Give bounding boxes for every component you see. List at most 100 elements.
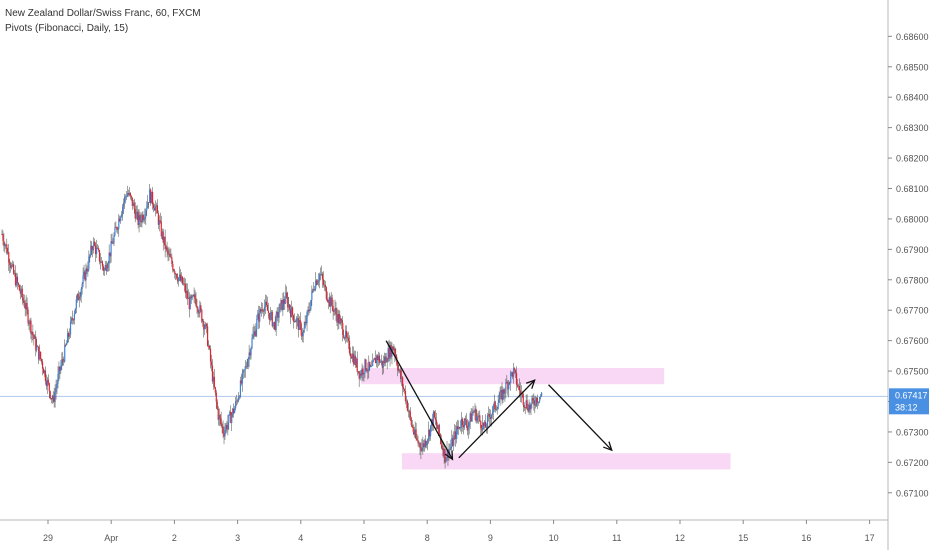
candle-body — [370, 366, 372, 368]
candle-body — [8, 251, 10, 263]
candle-body — [283, 299, 285, 304]
candle-body — [507, 382, 509, 390]
candle-body — [114, 227, 116, 236]
candle-body — [442, 448, 444, 456]
candle-body — [85, 268, 87, 281]
candle-body — [342, 322, 344, 335]
candle-body — [111, 241, 113, 244]
time-tick-label: 29 — [43, 533, 53, 543]
candle-body — [263, 306, 266, 312]
candle-body — [100, 261, 103, 263]
candle-body — [13, 273, 16, 274]
price-tick-label: 0.67900 — [896, 245, 929, 255]
time-axis[interactable]: 29 Apr 2 3 4 5 8 9 10 11 12 15 16 17 — [0, 519, 888, 543]
candle-body — [36, 346, 38, 351]
candle-body — [339, 318, 341, 324]
candle-body — [171, 257, 173, 264]
candle-body — [457, 426, 459, 429]
candle-body — [250, 347, 252, 356]
candle-body — [9, 262, 11, 266]
candle-body — [127, 193, 130, 195]
candle-body — [255, 329, 257, 336]
candle-body — [372, 360, 374, 367]
candle-body — [444, 448, 446, 463]
candle-body — [297, 318, 299, 330]
candle-body — [136, 211, 138, 213]
candle-body — [334, 308, 336, 310]
price-tag-countdown: 38:12 — [895, 402, 918, 412]
candle-body — [429, 429, 431, 437]
candle-body — [306, 311, 308, 324]
candle-body — [195, 298, 197, 307]
candle-body — [262, 309, 264, 311]
candle-body — [387, 348, 389, 362]
time-tick-label: Apr — [104, 533, 118, 543]
candle-body — [432, 411, 435, 426]
time-tick-label: 15 — [738, 533, 748, 543]
candle-body — [358, 371, 360, 379]
candle-body — [215, 392, 217, 402]
candle-body — [50, 398, 52, 399]
candle-body — [256, 318, 258, 330]
candle-body — [52, 395, 54, 400]
candle-body — [513, 368, 515, 377]
candle-body — [459, 427, 462, 429]
price-axis[interactable]: 0.671000.672000.673000.674000.675000.676… — [887, 0, 929, 550]
candle-body — [356, 358, 358, 372]
candle-body — [153, 208, 156, 211]
candle-body — [42, 368, 45, 374]
candle-body — [95, 245, 97, 255]
candle-body — [192, 295, 194, 297]
candle-body — [330, 297, 332, 307]
candle-body — [94, 241, 96, 246]
price-tick-label: 0.68500 — [896, 62, 929, 72]
candle-body — [228, 414, 230, 423]
candle-body — [317, 281, 319, 285]
candle-body — [90, 245, 92, 256]
candle-body — [336, 314, 338, 323]
candle-body — [214, 387, 216, 393]
candle-body — [360, 373, 362, 376]
candle-body — [272, 322, 274, 327]
candle-body — [532, 398, 534, 401]
candle-body — [433, 411, 436, 418]
candle-body — [427, 439, 429, 443]
candle-body — [205, 323, 207, 328]
candle-body — [465, 419, 467, 426]
candle-body — [248, 352, 250, 359]
time-tick-label: 12 — [675, 533, 685, 543]
candle-body — [78, 298, 80, 301]
candle-body — [506, 382, 508, 384]
candle-body — [313, 289, 315, 291]
candle-body — [486, 415, 489, 428]
candle-body — [341, 320, 343, 323]
candle-body — [254, 331, 256, 336]
candle-body — [113, 235, 115, 244]
candle-body — [400, 370, 402, 379]
candle-body — [133, 202, 135, 209]
candle-body — [304, 321, 306, 328]
candle-body — [365, 359, 367, 370]
candle-body — [77, 293, 79, 301]
candle-body — [58, 366, 60, 375]
candle-body — [511, 372, 513, 374]
candle-body — [233, 408, 235, 414]
candle-body — [397, 364, 399, 371]
candle-body — [76, 293, 78, 300]
candle-body — [369, 361, 371, 367]
candle-body — [93, 241, 95, 250]
candle-body — [270, 311, 272, 313]
candle-body — [357, 371, 359, 373]
price-tick-label: 0.68000 — [896, 214, 929, 224]
candle-body — [202, 321, 204, 322]
candle-body — [131, 197, 133, 206]
candle-body — [534, 404, 536, 406]
candle-body — [98, 250, 101, 262]
candle-body — [166, 246, 168, 251]
candle-body — [140, 220, 142, 223]
candle-body — [220, 418, 222, 425]
candle-body — [169, 253, 171, 257]
candle-body — [79, 296, 81, 299]
